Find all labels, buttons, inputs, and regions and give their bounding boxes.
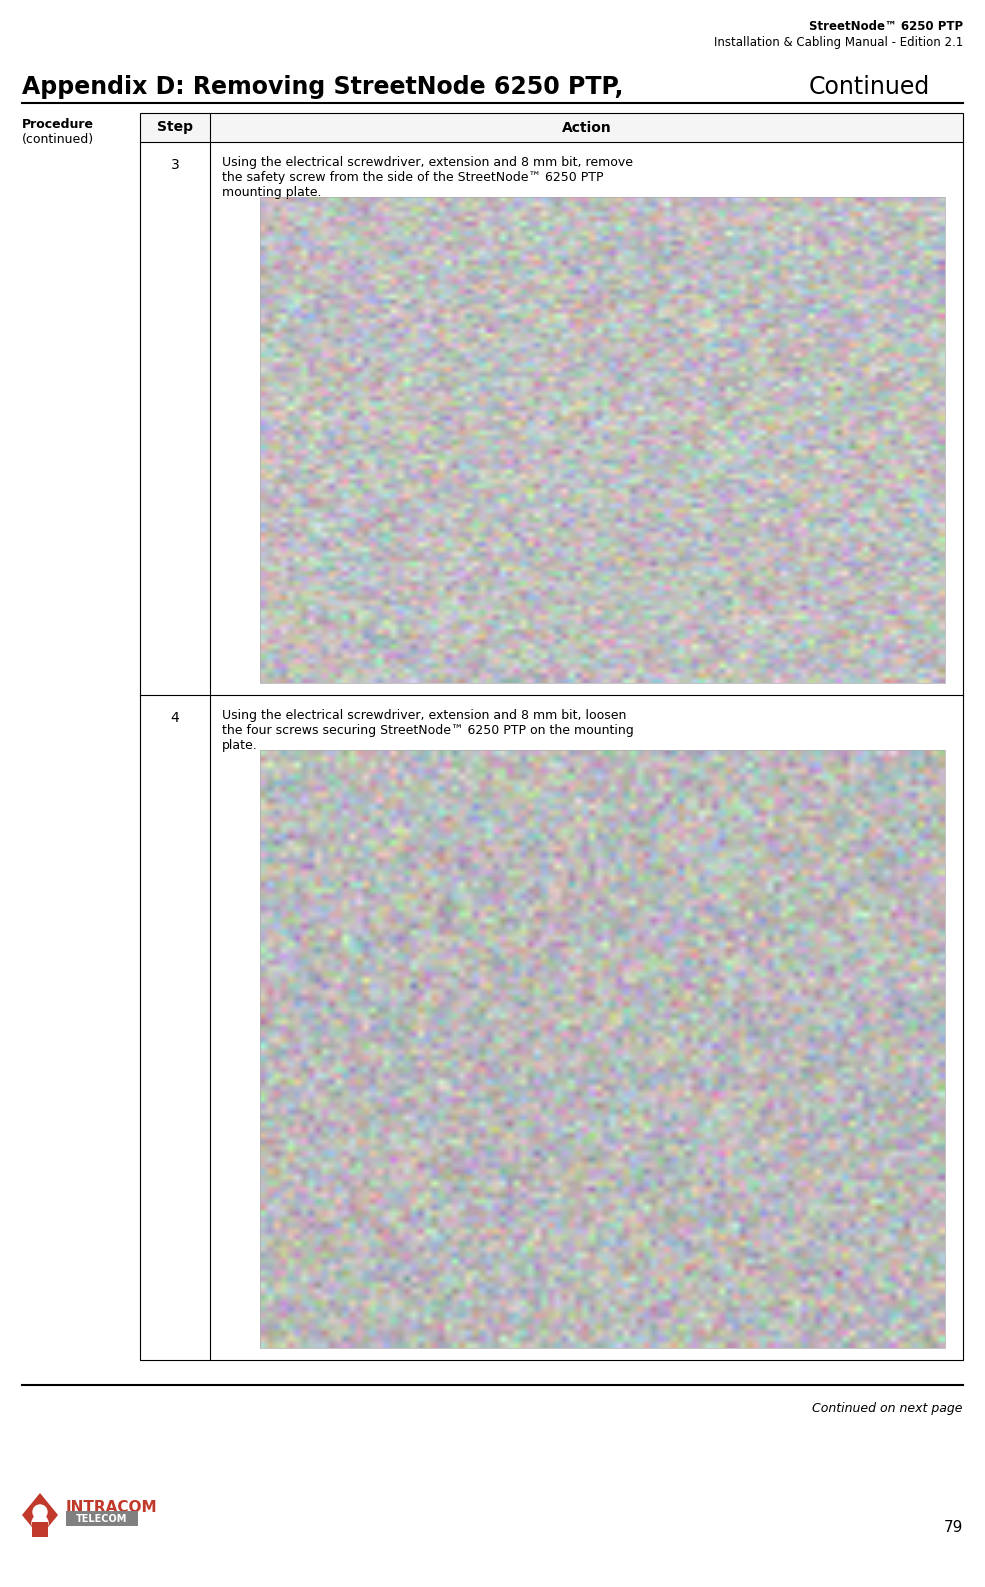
Text: mounting plate.: mounting plate. [222, 186, 321, 198]
Text: 3: 3 [170, 159, 179, 171]
Text: Continued: Continued [809, 75, 930, 98]
Text: the four screws securing StreetNode™ 6250 PTP on the mounting: the four screws securing StreetNode™ 625… [222, 724, 633, 736]
Polygon shape [22, 1493, 58, 1536]
Text: (continued): (continued) [22, 133, 95, 146]
Text: Procedure: Procedure [22, 117, 94, 132]
Text: Continued on next page: Continued on next page [813, 1401, 963, 1416]
Bar [140, 113, 963, 141]
Circle shape [32, 1516, 48, 1531]
Bar [140, 113, 963, 1360]
Text: the safety screw from the side of the StreetNode™ 6250 PTP: the safety screw from the side of the St… [222, 171, 604, 184]
Text: Action: Action [561, 121, 612, 135]
Bar [260, 197, 945, 682]
Text: 79: 79 [944, 1520, 963, 1535]
Bar [260, 751, 945, 1347]
Text: plate.: plate. [222, 740, 258, 752]
Text: Appendix D: Removing StreetNode 6250 PTP,: Appendix D: Removing StreetNode 6250 PTP… [22, 75, 631, 98]
Text: StreetNode™ 6250 PTP: StreetNode™ 6250 PTP [809, 21, 963, 33]
Circle shape [33, 1504, 47, 1519]
Text: 4: 4 [170, 711, 179, 725]
Bar [66, 1511, 138, 1527]
Text: INTRACOM: INTRACOM [66, 1500, 158, 1514]
Text: TELECOM: TELECOM [76, 1514, 128, 1524]
Text: Using the electrical screwdriver, extension and 8 mm bit, remove: Using the electrical screwdriver, extens… [222, 156, 633, 168]
Text: Using the electrical screwdriver, extension and 8 mm bit, loosen: Using the electrical screwdriver, extens… [222, 709, 626, 722]
Text: Installation & Cabling Manual - Edition 2.1: Installation & Cabling Manual - Edition … [714, 37, 963, 49]
Text: Step: Step [157, 121, 193, 135]
Bar [32, 1522, 48, 1536]
